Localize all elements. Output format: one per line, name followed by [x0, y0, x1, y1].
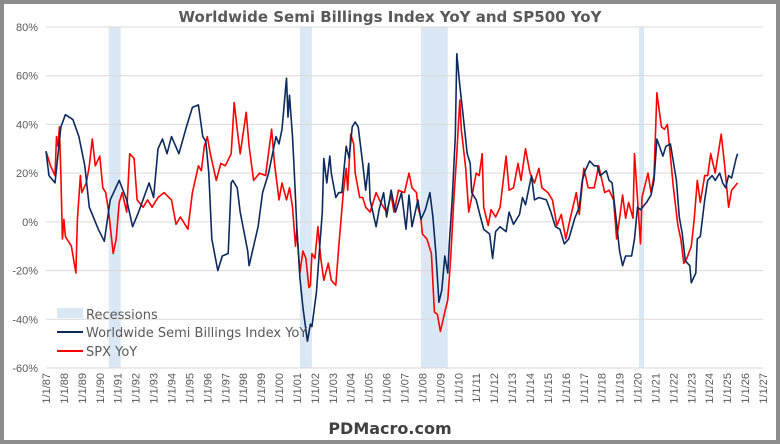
x-tick-label: 1/1/03 [328, 373, 340, 404]
y-tick-label: -40% [12, 314, 38, 326]
x-tick-label: 1/1/23 [686, 373, 698, 404]
x-tick-label: 1/1/15 [543, 373, 555, 404]
series-line-semi-billings [45, 53, 739, 342]
legend-label-semi: Worldwide Semi Billings Index YoY [86, 326, 307, 341]
x-tick-label: 1/1/27 [758, 373, 770, 404]
x-tick-label: 1/1/09 [435, 373, 447, 404]
recession-bands [108, 27, 645, 368]
x-tick-label: 1/1/91 [113, 373, 125, 404]
x-tick-label: 1/1/21 [650, 373, 662, 404]
series-lines [45, 53, 739, 342]
x-tick-label: 1/1/94 [166, 373, 178, 404]
x-tick-label: 1/1/93 [149, 373, 161, 404]
x-tick-label: 1/1/99 [256, 373, 268, 404]
x-tick-label: 1/1/11 [471, 373, 483, 403]
legend-label-recessions: Recessions [86, 308, 158, 323]
x-tick-label: 1/1/97 [220, 373, 232, 404]
x-tick-label: 1/1/26 [740, 373, 752, 404]
x-tick-label: 1/1/06 [382, 373, 394, 404]
x-tick-label: 1/1/04 [346, 373, 358, 404]
x-tick-label: 1/1/08 [417, 373, 429, 404]
legend-label-spx: SPX YoY [86, 345, 137, 360]
x-tick-label: 1/1/00 [274, 373, 286, 404]
x-tick-label: 1/1/87 [41, 373, 53, 404]
x-tick-label: 1/1/10 [453, 373, 465, 404]
series-line-spx [45, 92, 739, 333]
x-tick-label: 1/1/89 [77, 373, 89, 404]
legend-swatch-recessions [57, 308, 83, 318]
y-axis: -60% -40% -20% 0% 20% 40% 60% 80% [12, 22, 38, 375]
x-tick-label: 1/1/16 [561, 373, 573, 404]
footer-brand: PDMacro.com [328, 419, 451, 438]
y-tick-label: 20% [16, 168, 38, 180]
x-tick-label: 1/1/96 [202, 373, 214, 404]
recession-band [299, 27, 312, 368]
x-tick-label: 1/1/25 [722, 373, 734, 404]
legend-item-spx: SPX YoY [57, 345, 137, 360]
y-tick-label: 40% [16, 119, 38, 131]
legend: Recessions Worldwide Semi Billings Index… [57, 308, 307, 360]
y-tick-label: -60% [12, 363, 38, 375]
x-tick-label: 1/1/13 [507, 373, 519, 404]
x-tick-label: 1/1/24 [704, 373, 716, 404]
y-tick-label: 80% [16, 22, 38, 34]
legend-item-recessions: Recessions [57, 308, 158, 323]
x-tick-label: 1/1/14 [525, 373, 537, 404]
x-tick-label: 1/1/17 [579, 373, 591, 404]
x-tick-label: 1/1/07 [400, 373, 412, 404]
x-tick-label: 1/1/01 [292, 373, 304, 404]
x-tick-label: 1/1/05 [364, 373, 376, 404]
x-tick-label: 1/1/18 [597, 373, 609, 404]
x-tick-label: 1/1/88 [59, 373, 71, 404]
x-tick-label: 1/1/95 [184, 373, 196, 404]
chart-title: Worldwide Semi Billings Index YoY and SP… [179, 8, 603, 26]
y-tick-label: 60% [16, 71, 38, 83]
y-tick-label: 0% [22, 217, 38, 229]
x-tick-label: 1/1/02 [310, 373, 322, 404]
recession-band [108, 27, 121, 368]
x-tick-label: 1/1/19 [615, 373, 627, 404]
x-tick-label: 1/1/22 [668, 373, 680, 404]
y-tick-label: -20% [12, 266, 38, 278]
x-axis: 1/1/87 1/1/88 1/1/89 1/1/90 1/1/91 1/1/92 1/1/… [41, 373, 770, 404]
x-tick-label: 1/1/92 [131, 373, 143, 404]
gridlines [46, 26, 763, 369]
x-tick-label: 1/1/12 [489, 373, 501, 404]
legend-item-semi: Worldwide Semi Billings Index YoY [57, 326, 307, 341]
x-tick-label: 1/1/98 [238, 373, 250, 404]
x-tick-label: 1/1/90 [95, 373, 107, 404]
x-tick-label: 1/1/20 [633, 373, 645, 404]
